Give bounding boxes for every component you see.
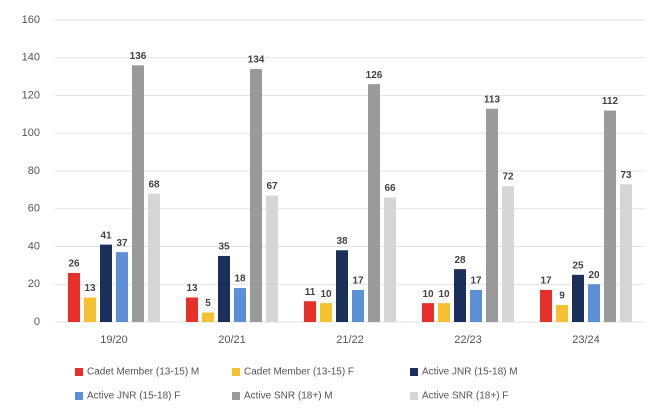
bar: [572, 274, 584, 322]
y-tick-label: 0: [34, 316, 40, 328]
y-tick-label: 60: [28, 203, 40, 215]
legend-label: Active JNR (15-18) F: [87, 391, 180, 402]
bar: [502, 186, 514, 322]
bar: [604, 110, 616, 322]
x-tick-label: 21/22: [336, 334, 364, 346]
value-label: 9: [559, 291, 565, 302]
bar: [186, 297, 198, 322]
legend-swatch: [410, 392, 418, 400]
legend-label: Active SNR (18+) M: [244, 391, 333, 402]
bar: [116, 252, 128, 322]
y-tick-label: 100: [22, 127, 40, 139]
bar: [100, 244, 112, 322]
value-label: 126: [366, 70, 383, 81]
y-tick-label: 40: [28, 240, 40, 252]
bar: [68, 272, 80, 322]
legend-swatch: [410, 368, 418, 376]
value-label: 28: [454, 255, 466, 266]
value-label: 18: [234, 274, 246, 285]
bar: [438, 303, 450, 322]
x-tick-label: 22/23: [454, 334, 482, 346]
bar: [84, 297, 96, 322]
bar: [368, 84, 380, 322]
value-label: 112: [602, 96, 619, 107]
bar: [620, 184, 632, 322]
x-tick-label: 23/24: [572, 334, 600, 346]
legend-swatch: [232, 368, 240, 376]
bar: [540, 289, 552, 322]
value-label: 5: [205, 298, 211, 309]
bar: [132, 65, 144, 323]
value-label: 38: [336, 236, 348, 247]
bar: [422, 303, 434, 322]
y-tick-label: 20: [28, 278, 40, 290]
value-label: 35: [218, 242, 230, 253]
legend-label: Active SNR (18+) F: [422, 391, 508, 402]
bar: [588, 284, 600, 322]
bar: [336, 250, 348, 322]
value-label: 73: [620, 170, 632, 181]
legend-label: Cadet Member (13-15) F: [244, 367, 354, 378]
bar: [384, 197, 396, 322]
bar: [202, 312, 214, 322]
x-tick-label: 19/20: [100, 334, 128, 346]
value-label: 72: [502, 172, 514, 183]
value-label: 136: [130, 51, 147, 62]
legend-swatch: [232, 392, 240, 400]
y-tick-label: 160: [22, 14, 40, 26]
bar: [234, 288, 246, 322]
value-label: 10: [438, 289, 450, 300]
value-label: 20: [588, 270, 600, 281]
bar: [454, 269, 466, 322]
value-label: 134: [248, 55, 265, 66]
value-label: 67: [266, 181, 278, 192]
value-label: 10: [422, 289, 434, 300]
legend-swatch: [75, 368, 83, 376]
value-label: 17: [352, 276, 364, 287]
bar: [250, 69, 262, 322]
bar: [320, 303, 332, 322]
bar: [304, 301, 316, 322]
bar: [266, 195, 278, 322]
legend-label: Cadet Member (13-15) M: [87, 367, 199, 378]
value-label: 13: [84, 283, 96, 294]
value-label: 37: [116, 238, 128, 249]
bar: [556, 305, 568, 322]
x-tick-label: 20/21: [218, 334, 246, 346]
value-label: 17: [470, 276, 482, 287]
legend-label: Active JNR (15-18) M: [422, 367, 518, 378]
y-tick-label: 120: [22, 89, 40, 101]
bar: [486, 108, 498, 323]
value-label: 25: [572, 260, 584, 271]
bar: [470, 289, 482, 322]
value-label: 113: [484, 94, 501, 105]
legend-swatch: [75, 392, 83, 400]
value-label: 66: [384, 183, 396, 194]
bar: [148, 193, 160, 322]
value-label: 26: [68, 259, 80, 270]
bar: [218, 255, 230, 322]
value-label: 41: [100, 230, 112, 241]
value-label: 17: [540, 276, 552, 287]
value-label: 68: [148, 179, 160, 190]
value-label: 13: [186, 283, 198, 294]
bar: [352, 289, 364, 322]
y-tick-label: 140: [22, 52, 40, 64]
y-tick-label: 80: [28, 165, 40, 177]
value-label: 10: [320, 289, 332, 300]
value-label: 11: [305, 287, 316, 298]
